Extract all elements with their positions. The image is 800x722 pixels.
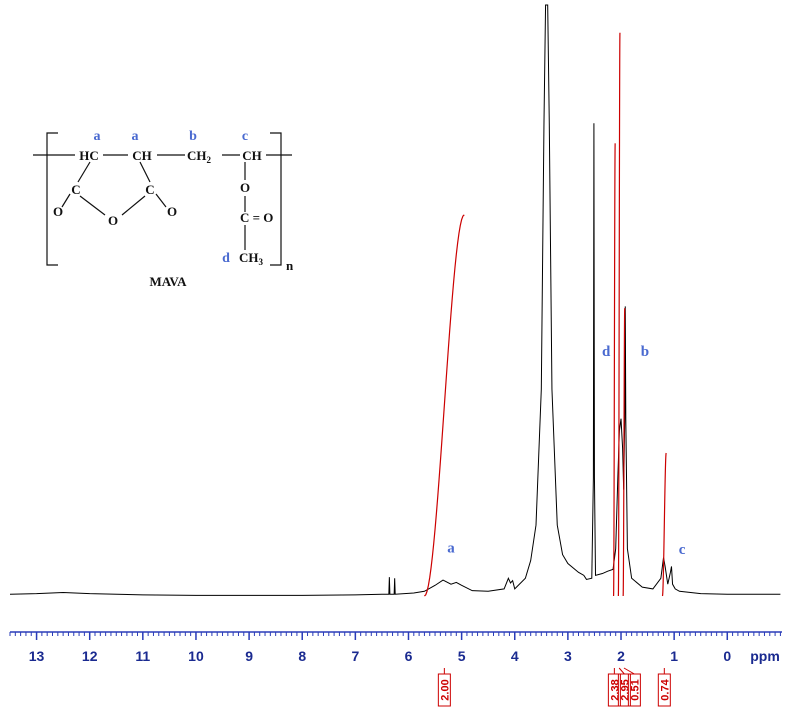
structure-name: MAVA (149, 274, 187, 289)
integral-label: 0.74 (659, 678, 671, 700)
x-tick-label: 3 (564, 648, 572, 664)
atom: O (53, 204, 63, 219)
atom: n (286, 258, 294, 273)
site-label: c (242, 129, 248, 144)
atom: CH2 (187, 148, 212, 165)
atom: C (145, 182, 154, 197)
integral-label: 2.00 (439, 679, 451, 700)
atom: O (108, 213, 118, 228)
x-tick-label: 4 (511, 648, 519, 664)
spectrum (9, 4, 781, 596)
integral-curve (424, 214, 465, 597)
x-tick-label: 7 (351, 648, 359, 664)
atom: CH3 (239, 250, 264, 267)
x-tick-label: 9 (245, 648, 253, 664)
x-tick-label: 11 (135, 648, 150, 664)
x-tick-label: 12 (82, 648, 98, 664)
site-label: a (132, 129, 139, 144)
subscript: 3 (259, 257, 264, 267)
x-tick-label: 2 (617, 648, 625, 664)
structure: a a b c d HC CH CH2 CH C C O O O O C = O… (33, 129, 294, 289)
bond (61, 161, 167, 216)
peak-label: c (679, 542, 686, 558)
atom: CH (187, 148, 207, 163)
integral-box (627, 673, 641, 707)
integral-box (607, 673, 621, 707)
x-axis-label: ppm (750, 648, 780, 664)
x-tick-label: 1 (670, 648, 678, 664)
integral-box (617, 673, 631, 707)
site-label: b (189, 129, 197, 144)
atom: HC (79, 148, 99, 163)
x-tick-label: 6 (405, 648, 413, 664)
integral-curve (612, 143, 616, 597)
peak-label: d (602, 344, 611, 360)
atom: C (71, 182, 80, 197)
integral-curve (622, 308, 626, 597)
integral-box (437, 673, 451, 707)
integral-label: 0.51 (629, 679, 641, 700)
site-label: a (94, 129, 101, 144)
integral-curve (617, 32, 621, 597)
atom: O (240, 180, 250, 195)
subscript: 2 (207, 155, 212, 165)
site-label: d (222, 251, 230, 266)
atom: CH (132, 148, 152, 163)
integral-box (657, 673, 671, 707)
x-tick-label: 0 (723, 648, 731, 664)
peak-label: b (641, 344, 649, 360)
bracket (46, 132, 282, 266)
peak-label: a (447, 540, 455, 556)
integral-bracket (618, 667, 625, 675)
integral-bracket (623, 667, 635, 675)
x-tick-label: 13 (29, 648, 45, 664)
atom: O (167, 204, 177, 219)
atom: CH (239, 250, 259, 265)
atom: C = O (240, 210, 273, 225)
atom: CH (242, 148, 262, 163)
integral-curve (661, 452, 667, 597)
x-tick-label: 8 (298, 648, 306, 664)
x-tick-label: 5 (458, 648, 466, 664)
x-tick-label: 10 (188, 648, 204, 664)
